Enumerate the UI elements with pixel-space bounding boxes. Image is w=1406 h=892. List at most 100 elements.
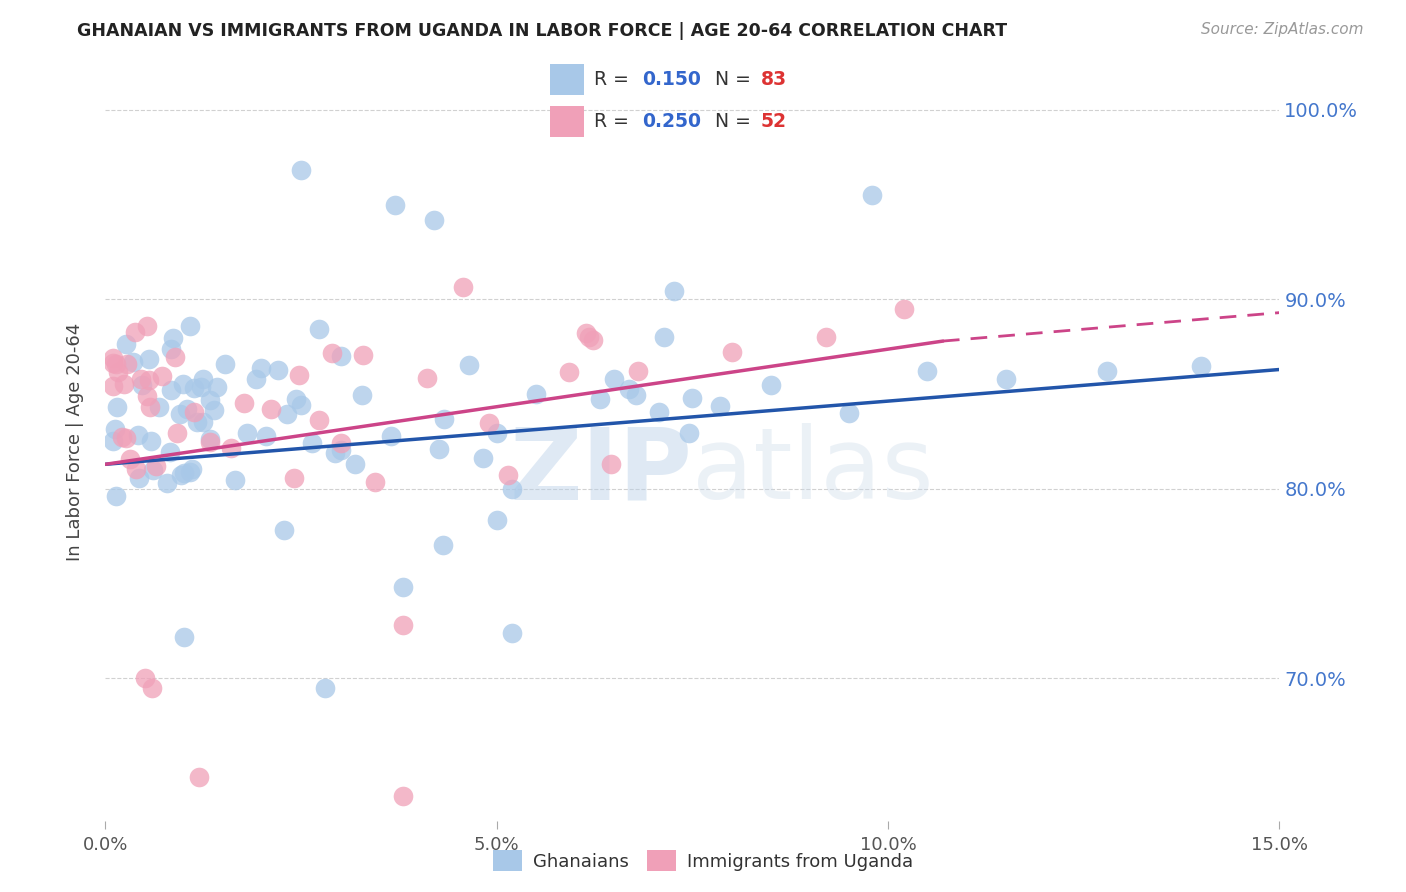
Point xyxy=(558,365,581,379)
Point xyxy=(267,363,290,377)
Point xyxy=(104,489,127,503)
Point xyxy=(114,337,136,351)
Point xyxy=(128,471,150,485)
Point xyxy=(862,188,884,202)
Point xyxy=(682,391,704,405)
Point xyxy=(145,458,167,473)
Point xyxy=(330,443,353,458)
Point xyxy=(188,770,211,784)
Point xyxy=(501,626,523,640)
Point xyxy=(173,466,195,480)
Point xyxy=(183,381,205,395)
Point xyxy=(163,351,186,365)
Point xyxy=(720,345,742,359)
Point xyxy=(485,426,508,441)
Point xyxy=(139,434,162,448)
Point xyxy=(125,461,148,475)
Point xyxy=(994,372,1017,386)
Point xyxy=(159,383,181,397)
Point xyxy=(619,382,641,396)
Point xyxy=(283,471,305,485)
Point xyxy=(127,427,149,442)
Point xyxy=(142,463,165,477)
Point xyxy=(364,475,387,489)
Point xyxy=(170,467,193,482)
Point xyxy=(330,435,353,450)
Text: 0.150: 0.150 xyxy=(643,70,702,89)
Point xyxy=(173,630,195,644)
Point xyxy=(124,325,146,339)
Point xyxy=(759,377,782,392)
Point xyxy=(485,513,508,527)
Point xyxy=(478,416,501,430)
Point xyxy=(501,482,523,496)
Point xyxy=(172,376,194,391)
Point xyxy=(112,376,135,391)
Point xyxy=(162,331,184,345)
Point xyxy=(288,368,311,382)
Point xyxy=(893,301,915,316)
Point xyxy=(838,406,860,420)
Point xyxy=(392,789,415,803)
Text: 52: 52 xyxy=(761,112,786,131)
Point xyxy=(290,398,312,412)
Point xyxy=(654,330,676,344)
Point xyxy=(186,416,208,430)
Point xyxy=(678,426,700,441)
Point xyxy=(392,581,415,595)
Point xyxy=(114,431,136,445)
Point xyxy=(136,319,159,334)
Point xyxy=(301,436,323,450)
Point xyxy=(191,415,214,429)
Point xyxy=(276,407,298,421)
Point xyxy=(321,346,343,360)
Point xyxy=(433,412,456,426)
Point xyxy=(245,372,267,386)
Point xyxy=(198,432,221,446)
Point xyxy=(202,403,225,417)
Text: 83: 83 xyxy=(761,70,786,89)
Point xyxy=(627,364,650,378)
Point xyxy=(290,163,312,178)
Point xyxy=(380,429,402,443)
Point xyxy=(105,357,128,371)
Point xyxy=(138,373,160,387)
Point xyxy=(600,458,623,472)
Bar xyxy=(550,106,583,136)
Point xyxy=(458,358,481,372)
Point xyxy=(432,538,454,552)
Point xyxy=(179,319,201,334)
Point xyxy=(662,285,685,299)
Point xyxy=(111,430,134,444)
Text: Source: ZipAtlas.com: Source: ZipAtlas.com xyxy=(1201,22,1364,37)
Point xyxy=(141,681,163,695)
Point xyxy=(603,372,626,386)
Point xyxy=(115,357,138,371)
Point xyxy=(207,380,229,394)
Point xyxy=(139,401,162,415)
Point xyxy=(156,475,179,490)
Point xyxy=(589,392,612,406)
Point xyxy=(1189,359,1212,373)
Point xyxy=(330,349,353,363)
Point xyxy=(260,402,283,417)
Point xyxy=(427,442,450,456)
Point xyxy=(200,435,222,450)
Point xyxy=(134,672,156,686)
Point xyxy=(193,372,215,386)
Point xyxy=(120,451,142,466)
Point xyxy=(214,357,236,371)
Point xyxy=(176,402,198,417)
Text: ZIP: ZIP xyxy=(509,424,693,520)
Point xyxy=(224,473,246,487)
Point xyxy=(107,365,129,379)
Point xyxy=(284,392,307,406)
Point xyxy=(129,372,152,386)
Point xyxy=(138,351,160,366)
Point xyxy=(343,457,366,471)
Point xyxy=(384,197,406,211)
Point xyxy=(250,360,273,375)
Point xyxy=(254,428,277,442)
Point xyxy=(451,280,474,294)
Point xyxy=(392,618,415,632)
